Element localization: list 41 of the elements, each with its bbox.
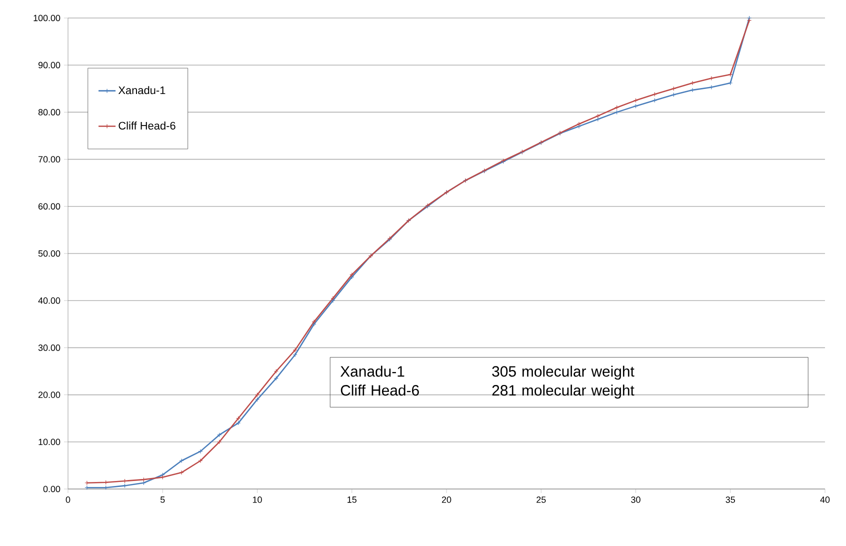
x-tick-label: 15 (348, 496, 356, 503)
annotation: Cliff Head-6 (340, 384, 419, 396)
y-tick-label: 90.00 (38, 62, 60, 68)
point (633, 104, 638, 108)
point (254, 397, 260, 402)
point (614, 105, 620, 110)
point (198, 458, 203, 464)
point (179, 458, 184, 464)
point (350, 274, 354, 280)
y-tick-label: 0.00 (43, 486, 60, 492)
point (292, 348, 298, 352)
x-tick-label: 40 (820, 496, 830, 503)
y-tick-label: 70.00 (38, 156, 60, 162)
point (709, 76, 714, 81)
x-tick-label: 0 (66, 496, 70, 503)
x-tick-label: 25 (536, 496, 546, 503)
annotation: Xanadu-1 (340, 366, 404, 377)
annotation: 305 molecular weight (492, 366, 634, 380)
point (330, 296, 336, 301)
legend-label: Xanadu-1 (118, 86, 166, 94)
y-tick-label: 80.00 (38, 109, 60, 116)
y-tick-label: 40.00 (38, 297, 60, 304)
y-tick-label: 50.00 (38, 250, 60, 257)
annotation: 281 molecular weight (492, 384, 634, 399)
x-tick-label: 10 (252, 496, 262, 503)
legend-label: Cliff Head-6 (118, 122, 176, 130)
y-tick-label: 60.00 (38, 203, 60, 210)
y-tick-label: 10.00 (38, 438, 60, 446)
point (179, 470, 184, 475)
point (198, 449, 203, 454)
y-tick-label: 100.00 (34, 14, 60, 22)
x-tick-label: 30 (631, 496, 640, 503)
x-tick-label: 35 (726, 496, 735, 503)
point (728, 80, 733, 86)
y-tick-label: 30.00 (38, 344, 60, 351)
x-tick-label: 5 (160, 496, 165, 503)
point (576, 122, 582, 126)
y-tick-label: 20.00 (38, 392, 60, 398)
point (596, 114, 600, 118)
x-tick-label: 20 (442, 496, 452, 503)
point (236, 420, 241, 426)
